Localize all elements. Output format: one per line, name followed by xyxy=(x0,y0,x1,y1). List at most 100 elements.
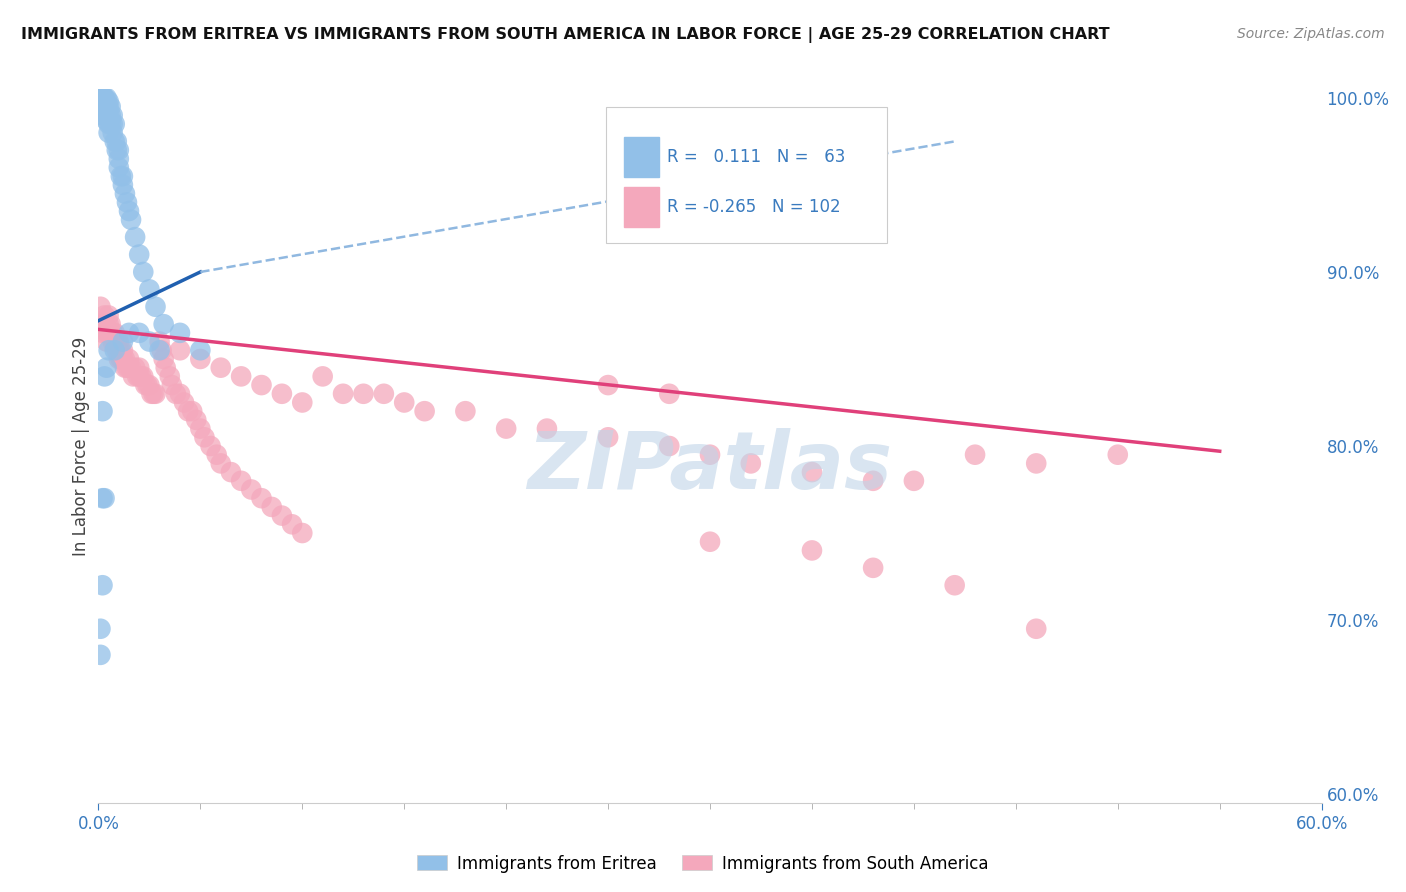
Point xyxy=(105,343,128,358)
Point xyxy=(96,360,118,375)
Point xyxy=(105,334,128,349)
Point xyxy=(97,326,120,340)
Point xyxy=(740,457,762,471)
Point xyxy=(801,465,824,479)
Point xyxy=(413,404,436,418)
Point xyxy=(96,100,118,114)
Point xyxy=(91,491,114,506)
Point xyxy=(270,386,294,401)
Point xyxy=(240,483,263,497)
Point xyxy=(91,578,114,592)
Point xyxy=(93,309,115,323)
Point xyxy=(169,386,191,401)
Point xyxy=(89,300,111,314)
Point xyxy=(134,378,156,392)
Point xyxy=(127,369,149,384)
Point xyxy=(270,508,294,523)
Point xyxy=(801,543,824,558)
Point xyxy=(105,143,128,157)
Point xyxy=(1025,622,1047,636)
Point xyxy=(188,343,212,358)
Point xyxy=(186,413,208,427)
FancyBboxPatch shape xyxy=(606,107,887,243)
Point xyxy=(115,360,138,375)
Point xyxy=(165,386,187,401)
Point xyxy=(124,230,146,244)
Point xyxy=(291,526,314,541)
Point xyxy=(903,474,925,488)
Text: R = -0.265   N = 102: R = -0.265 N = 102 xyxy=(668,198,841,216)
Text: R =   0.111   N =   63: R = 0.111 N = 63 xyxy=(668,148,845,166)
Point xyxy=(118,204,141,219)
Point xyxy=(111,343,134,358)
Point xyxy=(105,135,128,149)
Point xyxy=(291,395,314,409)
Point xyxy=(93,369,115,384)
Text: ZIPatlas: ZIPatlas xyxy=(527,428,893,507)
Point xyxy=(118,351,141,366)
Point xyxy=(138,282,160,296)
Point xyxy=(93,95,115,109)
Point xyxy=(101,326,124,340)
Point xyxy=(332,386,354,401)
Point xyxy=(97,317,120,331)
Point xyxy=(101,108,124,122)
Point xyxy=(281,517,304,532)
Point xyxy=(132,265,155,279)
Point xyxy=(111,178,134,192)
Point xyxy=(699,448,721,462)
Point xyxy=(91,404,114,418)
Point xyxy=(97,309,120,323)
Point xyxy=(89,100,111,114)
Point xyxy=(97,343,120,358)
Point xyxy=(160,378,183,392)
Point xyxy=(862,474,884,488)
Point xyxy=(91,317,114,331)
Point xyxy=(91,91,114,105)
Point xyxy=(122,369,145,384)
Point xyxy=(129,369,152,384)
Point xyxy=(108,143,131,157)
Point xyxy=(454,404,477,418)
Point xyxy=(128,360,150,375)
Point xyxy=(96,91,118,105)
Point xyxy=(104,326,127,340)
Point xyxy=(108,161,131,175)
Point xyxy=(114,186,136,201)
Point xyxy=(128,326,150,340)
Point xyxy=(205,448,228,462)
Point xyxy=(149,343,172,358)
Point xyxy=(93,491,115,506)
Point xyxy=(598,430,620,444)
Point xyxy=(138,334,160,349)
Point xyxy=(658,386,681,401)
Point xyxy=(93,91,115,105)
Point xyxy=(250,491,273,506)
Point xyxy=(97,95,120,109)
Point xyxy=(100,117,122,131)
Point xyxy=(89,622,111,636)
Point xyxy=(159,369,181,384)
Point xyxy=(231,474,253,488)
Point xyxy=(181,404,204,418)
Point xyxy=(138,378,160,392)
Point xyxy=(373,386,395,401)
Point xyxy=(352,386,374,401)
Point xyxy=(392,395,416,409)
Point xyxy=(93,91,115,105)
Point xyxy=(97,108,120,122)
Point xyxy=(149,334,172,349)
Point xyxy=(141,386,163,401)
Point xyxy=(91,108,114,122)
Point xyxy=(89,91,111,105)
Point xyxy=(96,113,118,128)
Point xyxy=(115,195,138,210)
Point xyxy=(128,247,150,261)
Point xyxy=(536,421,558,435)
Point xyxy=(118,360,141,375)
Point xyxy=(250,378,273,392)
Point xyxy=(152,351,174,366)
Point xyxy=(120,212,142,227)
Legend: Immigrants from Eritrea, Immigrants from South America: Immigrants from Eritrea, Immigrants from… xyxy=(411,848,995,880)
Point xyxy=(965,448,987,462)
